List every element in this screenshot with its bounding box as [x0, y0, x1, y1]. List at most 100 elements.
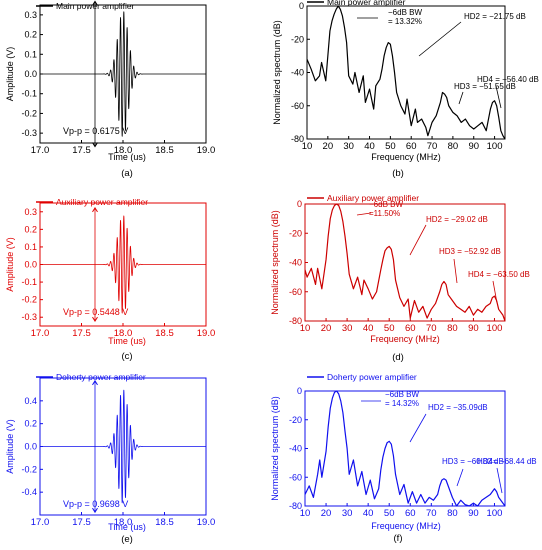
panel-label: (e): [121, 534, 133, 545]
x-tick-label: 90: [468, 141, 479, 152]
series-line: [304, 390, 506, 507]
y-axis-label: Amplitude (V): [5, 419, 15, 474]
annotation-text: −6dB BW = 13.32%: [388, 8, 422, 26]
series-line: [306, 5, 506, 140]
x-tick-label: 30: [342, 508, 353, 519]
x-tick-label: 50: [384, 323, 395, 334]
x-tick-label: 20: [323, 141, 334, 152]
y-tick-label: -60: [289, 472, 302, 482]
y-tick-label: -0.4: [21, 487, 37, 497]
x-tick-label: 10: [300, 323, 311, 334]
x-tick-label: 100: [487, 508, 503, 519]
panel-label: (b): [392, 168, 404, 179]
x-tick-label: 17.0: [31, 517, 50, 528]
x-tick-label: 70: [426, 323, 437, 334]
y-tick-label: -0.2: [21, 464, 37, 474]
series-line: [304, 203, 506, 322]
legend-label: Doherty power amplifier: [327, 372, 417, 382]
x-tick-label: 10: [302, 141, 313, 152]
y-tick-label: -80: [289, 501, 302, 511]
y-tick-label: 0.2: [24, 224, 37, 234]
x-axis-label: Frequency (MHz): [370, 334, 440, 344]
annotation-arrow: [495, 85, 502, 109]
chart-a-svg: 17.0 17.5 18.0 18.5 19.0 0.3 0.2 0.1 0.0 -0.1 -0.2…: [5, 0, 215, 179]
y-tick-label: 0.3: [24, 207, 37, 217]
y-tick-label: -20: [291, 34, 304, 44]
vpp-arrow-head-top: [92, 0, 98, 6]
annotation-text: −6dB BW = 14.32%: [385, 390, 419, 408]
annotation-text: HD2 = −29.02 dB: [426, 215, 488, 224]
annotation-text: HD3 = −51.55 dB: [454, 82, 516, 91]
y-tick-label: -0.3: [21, 312, 37, 322]
vpp-arrow-head-top: [92, 379, 98, 386]
annotation-text: HD4 = −56.40 dB: [477, 75, 539, 84]
y-tick-label: -40: [289, 444, 302, 454]
x-tick-label: 18.5: [155, 517, 174, 528]
chart-c-svg: 17.0 17.5 18.0 18.5 19.0 0.3 0.2 0.1 0.0 -0.1 -0.2…: [5, 197, 216, 362]
x-tick-label: 40: [363, 323, 374, 334]
legend-label: Doherty power amplifier: [56, 372, 146, 382]
y-axis-label: Normalized spectrum (dB): [270, 396, 280, 501]
x-tick-label: 40: [363, 508, 374, 519]
y-tick-label: 0.4: [24, 396, 37, 406]
x-tick-label: 80: [447, 323, 458, 334]
chart-panel-c: 17.0 17.5 18.0 18.5 19.0 0.3 0.2 0.1 0.0 -0.1 -0.2…: [0, 183, 271, 366]
y-tick-label: -0.1: [21, 277, 37, 287]
y-tick-label: 0.0: [24, 442, 37, 452]
y-tick-label: -40: [291, 68, 304, 78]
y-tick-label: 0.3: [24, 10, 37, 20]
legend-label: Auxiliary power amplifier: [327, 193, 419, 203]
annotation-line: −6dB BW: [388, 8, 422, 17]
x-tick-label: 80: [447, 508, 458, 519]
y-axis-label: Normalized spectrum (dB): [270, 210, 280, 315]
x-tick-label: 20: [321, 323, 332, 334]
annotation-text: HD4= −68.44 dB: [477, 457, 537, 466]
chart-e-svg: 17.0 17.5 18.0 18.5 19.0 0.4 0.2 0.0 -0.2 -0.4 Tim…: [5, 372, 216, 545]
x-axis-label: Time (us): [108, 336, 146, 346]
chart-panel-f: 10 20 30 40 50 60 70 80 90 100 0 -20 -40 -60 -80 Freque…: [270, 366, 542, 549]
annotation-line: HD2 = −35.09dB: [428, 403, 488, 412]
annotation-text: HD3 = −60.82 dB: [442, 457, 504, 466]
panel-label: (c): [121, 351, 132, 362]
y-tick-label: -20: [289, 415, 302, 425]
y-tick-label: -0.2: [21, 108, 37, 118]
x-tick-label: 50: [384, 508, 395, 519]
annotation-line: = 14.32%: [385, 399, 419, 408]
y-axis-label: Normalized spectrum (dB): [272, 20, 282, 125]
annotation-line: HD2 = −29.02 dB: [426, 215, 488, 224]
panel-label: (a): [121, 168, 133, 179]
annotation-line: HD4 = −56.40 dB: [477, 75, 539, 84]
x-axis-label: Frequency (MHz): [371, 521, 441, 531]
annotation-line: HD3 = −51.55 dB: [454, 82, 516, 91]
y-tick-label: -80: [291, 134, 304, 144]
y-tick-label: 0.1: [24, 242, 37, 252]
vpp-arrow-head-bottom: [92, 142, 98, 148]
y-tick-label: 0.2: [24, 30, 37, 40]
chart-b-svg: 10 20 30 40 50 60 70 80 90 100 0 -20 -40 -60 -80 Freque…: [272, 0, 539, 179]
y-tick-label: 0: [297, 386, 302, 396]
x-tick-label: 90: [468, 508, 479, 519]
y-tick-label: -0.1: [21, 89, 37, 99]
annotation-arrow: [453, 258, 458, 284]
y-tick-label: -60: [289, 287, 302, 297]
annotation-arrow: [409, 413, 427, 443]
y-axis-label: Amplitude (V): [5, 47, 15, 102]
chart-panel-b: 10 20 30 40 50 60 70 80 90 100 0 -20 -40 -60 -80 Freque…: [271, 0, 542, 183]
y-tick-label: -60: [291, 101, 304, 111]
annotation-line: =11.50%: [369, 209, 400, 218]
x-tick-label: 19.0: [197, 517, 216, 528]
x-tick-label: 20: [321, 508, 332, 519]
annotation-text: Vp-p = 0.9698 V: [63, 499, 128, 509]
legend-label: Main power amplifier: [327, 0, 406, 7]
annotation-arrow: [492, 280, 498, 304]
x-tick-label: 40: [364, 141, 375, 152]
x-tick-label: 19.0: [197, 328, 216, 339]
annotation-line: HD2 = −21.75 dB: [464, 12, 526, 21]
x-tick-label: 70: [427, 141, 438, 152]
x-tick-label: 60: [406, 141, 417, 152]
y-tick-label: 0.0: [24, 260, 37, 270]
y-tick-label: -40: [289, 258, 302, 268]
x-tick-label: 70: [426, 508, 437, 519]
annotation-arrow: [496, 467, 503, 494]
chart-panel-a: 17.0 17.5 18.0 18.5 19.0 0.3 0.2 0.1 0.0 -0.1 -0.2…: [0, 0, 271, 183]
